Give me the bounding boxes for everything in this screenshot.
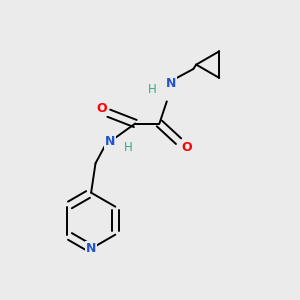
Text: N: N: [166, 77, 176, 90]
Text: N: N: [86, 242, 96, 255]
Text: O: O: [96, 102, 107, 115]
Text: O: O: [182, 141, 192, 154]
Text: N: N: [105, 135, 116, 148]
Text: H: H: [124, 141, 133, 154]
Text: H: H: [148, 83, 156, 96]
